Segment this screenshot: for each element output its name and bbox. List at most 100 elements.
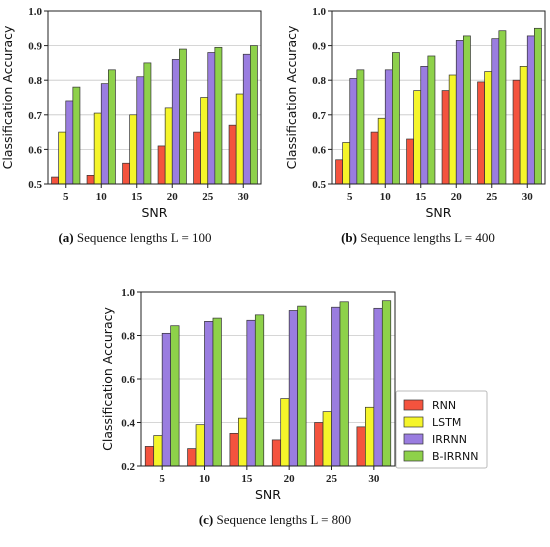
bar-rnn-snr-5 (335, 159, 343, 185)
x-tick-label: 20 (167, 191, 179, 203)
x-tick-label: 10 (380, 191, 392, 203)
y-tick-label: 1.0 (121, 287, 135, 299)
bar-b-irrnn-snr-5 (356, 69, 365, 185)
bar-rnn-snr-5 (144, 446, 155, 467)
y-tick-label: 0.8 (312, 75, 326, 87)
caption-text: Sequence lengths L = 100 (77, 230, 212, 245)
x-tick-label: 15 (241, 473, 253, 485)
bar-b-irrnn-snr-30 (533, 27, 542, 185)
bar-lstm-snr-30 (235, 93, 244, 185)
bar-rnn-snr-10 (370, 131, 379, 185)
bar-b-irrnn-snr-25 (498, 30, 507, 185)
bar-b-irrnn-snr-20 (179, 48, 187, 185)
bar-lstm-snr-15 (413, 90, 422, 185)
panel-caption: (b) Sequence lengths L = 400 (341, 230, 495, 245)
y-axis-label: Classification Accuracy (0, 25, 15, 169)
bar-b-irrnn-snr-30 (250, 45, 258, 185)
bar-rnn-snr-20 (157, 145, 166, 185)
bar-lstm-snr-30 (519, 66, 528, 185)
y-tick-label: 0.7 (312, 110, 326, 122)
y-tick-label: 0.8 (28, 75, 42, 87)
bar-lstm-snr-5 (342, 142, 351, 185)
plot-frame (47, 10, 262, 185)
bar-irrnn-snr-20 (455, 40, 464, 185)
y-axis-label: Classification Accuracy (284, 25, 299, 169)
legend-swatch-b-irrnn (403, 450, 424, 462)
caption-label: (a) (58, 230, 73, 245)
bar-irrnn-snr-25 (207, 52, 216, 185)
bar-b-irrnn-snr-20 (463, 35, 471, 185)
plot-frame (331, 10, 546, 185)
x-tick-label: 20 (284, 473, 296, 485)
bar-irrnn-snr-10 (384, 69, 393, 185)
x-axis-label: SNR (142, 205, 168, 220)
y-tick-label: 0.6 (121, 374, 135, 386)
bar-rnn-snr-25 (477, 81, 485, 185)
bar-irrnn-snr-5 (65, 100, 74, 185)
caption-text: Sequence lengths L = 400 (360, 230, 495, 245)
bar-b-irrnn-snr-10 (107, 69, 116, 185)
bar-irrnn-snr-25 (491, 38, 500, 185)
legend-swatch-lstm (403, 416, 424, 428)
bar-rnn-snr-10 (187, 448, 197, 467)
y-tick-label: 0.6 (312, 144, 326, 156)
y-tick-label: 0.8 (121, 331, 135, 343)
x-tick-label: 5 (63, 191, 69, 203)
legend-label: IRRNN (432, 433, 467, 446)
panel-caption: (c) Sequence lengths L = 800 (199, 512, 351, 527)
bar-rnn-snr-15 (122, 162, 131, 185)
bar-lstm-snr-5 (58, 131, 67, 185)
bar-irrnn-snr-10 (204, 321, 214, 467)
bar-rnn-snr-10 (86, 175, 95, 185)
legend-label: LSTM (432, 416, 461, 429)
bar-irrnn-snr-20 (171, 59, 180, 185)
caption-label: (c) (199, 512, 213, 527)
bar-b-irrnn-snr-15 (254, 314, 265, 467)
bar-irrnn-snr-20 (288, 310, 298, 467)
bar-b-irrnn-snr-10 (212, 317, 222, 467)
bar-irrnn-snr-25 (331, 306, 341, 467)
bar-rnn-snr-5 (51, 176, 59, 185)
x-tick-label: 30 (368, 473, 380, 485)
bar-b-irrnn-snr-5 (170, 325, 180, 467)
y-tick-label: 1.0 (28, 6, 42, 18)
bar-rnn-snr-15 (406, 138, 414, 185)
bar-irrnn-snr-30 (242, 53, 251, 185)
x-tick-label: 10 (96, 191, 108, 203)
legend-label: RNN (432, 399, 456, 412)
bar-lstm-snr-25 (322, 411, 332, 467)
y-tick-label: 0.7 (28, 110, 42, 122)
bar-rnn-snr-25 (314, 422, 324, 467)
bar-irrnn-snr-15 (246, 319, 256, 467)
bar-b-irrnn-snr-5 (72, 86, 81, 185)
x-tick-label: 15 (415, 191, 427, 203)
x-tick-label: 10 (199, 473, 211, 485)
x-tick-label: 25 (326, 473, 338, 485)
bar-lstm-snr-20 (164, 107, 173, 185)
bar-b-irrnn-snr-20 (297, 305, 307, 467)
bar-irrnn-snr-5 (161, 332, 171, 467)
y-tick-label: 0.5 (28, 179, 42, 191)
caption-text: Sequence lengths L = 800 (217, 512, 352, 527)
y-tick-label: 0.6 (28, 144, 42, 156)
bar-b-irrnn-snr-15 (427, 55, 436, 185)
bar-rnn-snr-15 (229, 433, 239, 467)
x-axis-label: SNR (255, 487, 281, 502)
x-tick-label: 30 (522, 191, 534, 203)
y-tick-label: 1.0 (312, 6, 326, 18)
legend-swatch-irrnn (403, 433, 424, 445)
panel-a: 0.5 0.6 0.7 0.8 0.9 1.0 5 10 15 20 25 30 SNR Classifi… (0, 6, 262, 245)
y-tick-label: 0.4 (121, 418, 135, 430)
bar-lstm-snr-25 (484, 71, 493, 185)
bar-irrnn-snr-5 (349, 78, 358, 185)
legend-label: B-IRRNN (432, 450, 479, 463)
bar-rnn-snr-30 (356, 426, 366, 467)
bar-rnn-snr-30 (228, 124, 237, 185)
legend: RNN LSTM IRRNN B-IRRNN (395, 390, 488, 469)
y-tick-label: 0.9 (312, 41, 326, 53)
panel-caption: (a) Sequence lengths L = 100 (58, 230, 211, 245)
bar-rnn-snr-20 (441, 90, 450, 185)
bar-b-irrnn-snr-10 (392, 52, 400, 185)
x-tick-label: 25 (202, 191, 214, 203)
